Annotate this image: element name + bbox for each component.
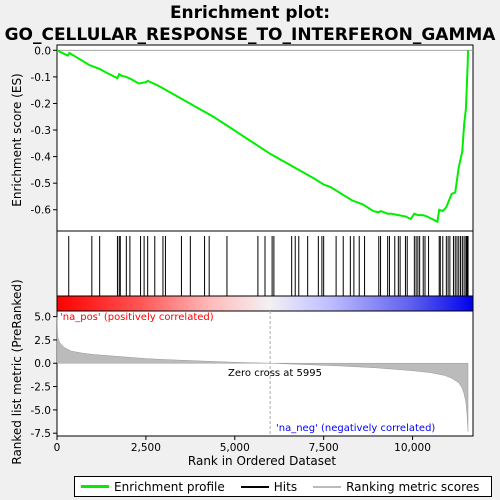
es-ytick-label: -0.1 bbox=[31, 72, 52, 84]
metric-ytick-label: 5.0 bbox=[34, 312, 51, 324]
plot-title-line1: Enrichment plot: bbox=[170, 3, 330, 23]
neg-correlated-label: 'na_neg' (negatively correlated) bbox=[276, 423, 435, 434]
pos-correlated-label: 'na_pos' (positively correlated) bbox=[60, 312, 214, 323]
metric-ytick-label: -7.5 bbox=[31, 428, 52, 440]
plot-title-line2: GO_CELLULAR_RESPONSE_TO_INTERFERON_GAMMA bbox=[5, 25, 497, 45]
es-ytick-label: -0.5 bbox=[31, 178, 52, 190]
metric-ytick-label: -5.0 bbox=[31, 405, 52, 417]
legend-scores-label: Ranking metric scores bbox=[346, 479, 480, 494]
es-ytick-label: -0.4 bbox=[31, 152, 52, 164]
metric-xtick-label: 7,500 bbox=[309, 442, 339, 454]
hits-swatch-icon bbox=[240, 485, 269, 488]
zero-cross-label: Zero cross at 5995 bbox=[228, 368, 322, 379]
enrichment-profile-line bbox=[56, 49, 469, 224]
profile-swatch-icon bbox=[81, 485, 109, 488]
metric-ytick-label: 2.5 bbox=[34, 335, 51, 347]
metric-xticks: 0 2,500 5,000 7,500 10,000 bbox=[54, 436, 431, 454]
es-ylabel: Enrichment score (ES) bbox=[10, 73, 24, 206]
metric-yticks: 5.0 2.5 0.0 -2.5 -5.0 -7.5 bbox=[31, 312, 57, 440]
legend: Enrichment profile Hits Ranking metric s… bbox=[74, 476, 492, 497]
metric-xtick-label: 10,000 bbox=[394, 442, 431, 454]
metric-panel bbox=[56, 310, 474, 437]
ranking-metric-area bbox=[56, 316, 469, 432]
es-ytick-label: -0.6 bbox=[31, 205, 52, 217]
metric-ytick-label: -2.5 bbox=[31, 382, 52, 394]
legend-hits: Hits bbox=[240, 479, 298, 494]
es-yticks: 0.0 -0.1 -0.2 -0.3 -0.4 -0.5 -0.6 bbox=[31, 45, 57, 217]
hit-markers bbox=[68, 236, 469, 296]
legend-profile: Enrichment profile bbox=[81, 480, 225, 494]
metric-xtick-label: 0 bbox=[54, 442, 61, 454]
metric-xlabel: Rank in Ordered Dataset bbox=[188, 454, 336, 468]
legend-scores: Ranking metric scores bbox=[313, 480, 479, 494]
legend-profile-label: Enrichment profile bbox=[114, 479, 225, 494]
es-ytick-label: 0.0 bbox=[34, 45, 51, 57]
rank-color-bar bbox=[56, 295, 474, 312]
es-ytick-label: -0.3 bbox=[31, 125, 52, 137]
es-ytick-label: -0.2 bbox=[31, 98, 52, 110]
es-panel bbox=[56, 44, 474, 232]
legend-hits-label: Hits bbox=[273, 479, 298, 494]
metric-xtick-label: 2,500 bbox=[131, 442, 161, 454]
scores-swatch-icon bbox=[313, 485, 342, 488]
metric-ytick-label: 0.0 bbox=[34, 358, 51, 370]
metric-ylabel: Ranked list metric (PreRanked) bbox=[10, 279, 24, 464]
metric-xtick-label: 5,000 bbox=[220, 442, 250, 454]
